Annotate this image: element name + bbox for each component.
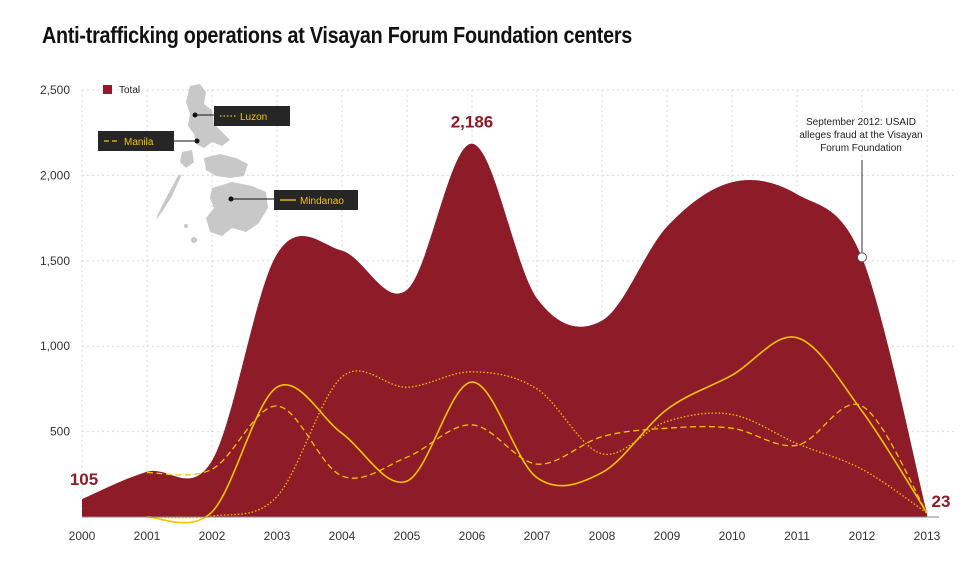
mindanao-line (146, 336, 928, 524)
map-palawan (156, 174, 182, 220)
axes: 500 1,000 1,500 2,000 2,500 2000 2001 2002 2003 2… (40, 83, 941, 543)
y-tick-label: 2,000 (40, 168, 70, 182)
mindanao-label-box (274, 190, 358, 210)
x-tick-label: 2006 (459, 529, 486, 543)
data-labels: 105 2,186 23 (70, 113, 951, 511)
x-tick-label: 2001 (134, 529, 161, 543)
x-tick-label: 2004 (329, 529, 356, 543)
legend: Total (103, 85, 140, 96)
x-tick-label: 2000 (69, 529, 96, 543)
x-tick-label: 2005 (394, 529, 421, 543)
map-mindoro (180, 150, 194, 168)
mindanao-label: Mindanao (300, 196, 344, 207)
x-tick-label: 2012 (849, 529, 876, 543)
legend-swatch-total (103, 85, 112, 94)
x-tick-label: 2009 (654, 529, 681, 543)
y-tick-label: 2,500 (40, 83, 70, 97)
data-label-2013: 23 (932, 492, 951, 511)
y-tick-label: 1,500 (40, 254, 70, 268)
luzon-dot (192, 112, 198, 118)
total-area (82, 143, 927, 517)
philippines-map (156, 84, 268, 243)
x-tick-label: 2003 (264, 529, 291, 543)
x-tick-label: 2007 (524, 529, 551, 543)
annotation: September 2012: USAID alleges fraud at t… (799, 117, 923, 263)
manila-line (146, 403, 928, 514)
annotation-line-2: alleges fraud at the Visayan (799, 130, 922, 141)
annotation-line-1: September 2012: USAID (806, 117, 916, 128)
luzon-line (146, 370, 928, 519)
manila-label: Manila (124, 137, 154, 148)
chart-title: Anti-trafficking operations at Visayan F… (42, 22, 633, 48)
manila-dot (194, 138, 200, 144)
x-tick-label: 2010 (719, 529, 746, 543)
annotation-marker (857, 252, 867, 263)
map-islet (184, 224, 188, 228)
manila-label-box (98, 131, 174, 151)
map-islet (191, 237, 197, 243)
y-tick-label: 500 (50, 425, 70, 439)
map-mindanao (206, 182, 268, 236)
area-series (82, 143, 927, 517)
map-luzon (186, 84, 230, 148)
map-callouts: Luzon Manila Mindanao (98, 106, 358, 210)
x-tick-label: 2013 (914, 529, 941, 543)
x-tick-label: 2002 (199, 529, 226, 543)
annotation-line-3: Forum Foundation (820, 143, 902, 154)
data-label-2006: 2,186 (451, 113, 494, 132)
y-tick-label: 1,000 (40, 339, 70, 353)
luzon-label: Luzon (240, 112, 267, 123)
legend-label-total: Total (119, 85, 140, 96)
line-series (146, 336, 928, 524)
x-tick-label: 2011 (784, 529, 810, 543)
data-label-2000: 105 (70, 470, 98, 489)
mindanao-dot (228, 196, 234, 202)
map-visayas (204, 154, 248, 178)
x-tick-label: 2008 (589, 529, 616, 543)
luzon-label-box (214, 106, 290, 126)
